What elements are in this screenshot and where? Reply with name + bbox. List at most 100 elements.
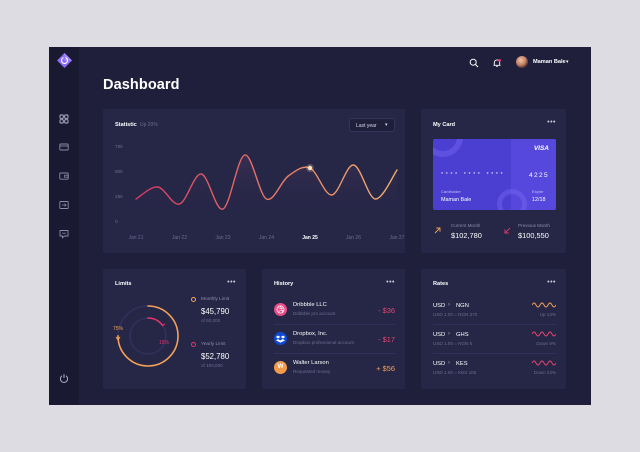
rate-from: USD [433, 303, 446, 309]
period-select[interactable]: Last year ▾ [349, 118, 395, 132]
y-tick-label: 50k [115, 169, 123, 175]
rate-change: Down 9% [536, 341, 556, 346]
chevron-right-icon: › [448, 331, 450, 337]
divider [433, 353, 556, 354]
outer-percent-label: 75% [113, 326, 124, 332]
monthly-limit-of: of 50,000 [201, 318, 221, 323]
visa-logo: VISA [533, 145, 549, 152]
card-decoration [497, 189, 527, 210]
inner-percent-label: 15% [159, 340, 170, 346]
inner-ring-arrow [160, 322, 166, 327]
rate-sparkline [532, 360, 556, 366]
card-decoration [433, 139, 463, 157]
dropbox-icon [274, 332, 287, 345]
more-icon[interactable]: ••• [547, 119, 556, 126]
chart-area [136, 154, 397, 221]
y-tick-label: 75k [115, 144, 123, 150]
statistic-change: Up 20% [140, 122, 158, 128]
arrow-up-right-icon [434, 227, 441, 234]
chevron-down-icon[interactable]: ▾ [566, 59, 569, 65]
divider [274, 353, 395, 354]
history-item[interactable]: W Walter Larson Requested money + $56 [262, 356, 405, 383]
message-icon[interactable] [59, 229, 69, 239]
history-item[interactable]: Dropbox, Inc. Dropbox professional accou… [262, 327, 405, 354]
history-item-amount: - $17 [378, 335, 395, 344]
divider [433, 324, 556, 325]
history-item-desc: Dribbble pro account [293, 311, 336, 316]
y-tick-label: 0 [115, 219, 118, 225]
x-tick-label: Jan 27 [389, 235, 404, 241]
avatar[interactable] [516, 56, 528, 68]
transfer-icon[interactable] [59, 200, 69, 210]
history-title: History [274, 281, 294, 287]
arrow-down-left-icon [504, 227, 511, 234]
rate-change: Down 23% [533, 370, 556, 375]
rate-sparkline [532, 331, 556, 337]
yearly-dot [191, 342, 196, 347]
dashboard-icon[interactable] [59, 114, 69, 124]
user-name[interactable]: Maman Bale [533, 59, 566, 65]
x-tick-label: Jan 23 [215, 235, 230, 241]
divider [274, 324, 395, 325]
rate-row[interactable]: USD › KES USD 1.00 = KES 105 Down 23% [421, 358, 566, 385]
my-card-panel: My Card ••• VISA * * * * * * * * * * * *… [421, 109, 566, 253]
wallet-icon[interactable] [59, 171, 69, 181]
rate-from: USD [433, 361, 446, 367]
cardholder-name: Maman Bale [441, 197, 472, 203]
statistic-card: Statistic Up 20% Last year ▾ 75k 50k 25k 0 J… [103, 109, 405, 253]
expire-label: Expire [532, 189, 544, 194]
expire-value: 12/18 [532, 197, 546, 203]
sidebar [49, 47, 79, 405]
card-number-last: 4225 [529, 172, 550, 179]
notification-dot [498, 59, 501, 62]
history-item[interactable]: Dribbble LLC Dribbble pro account - $36 [262, 298, 405, 325]
chevron-down-icon: ▾ [385, 121, 388, 128]
more-icon[interactable]: ••• [386, 279, 395, 286]
page-title: Dashboard [103, 77, 180, 93]
search-icon[interactable] [469, 58, 479, 68]
history-item-amount: + $56 [376, 364, 395, 373]
outer-ring [117, 305, 179, 367]
current-month-label: Current Month [451, 223, 481, 228]
rate-row[interactable]: USD › GHS USD 1.00 = NGN 5 Down 9% [421, 329, 566, 356]
statistic-title: Statistic [115, 122, 137, 128]
card-icon[interactable] [59, 142, 69, 152]
previous-month-value: $100,550 [518, 231, 549, 240]
history-item-amount: - $36 [378, 306, 395, 315]
rate-row[interactable]: USD › NGN USD 1.00 = NGN 370 Up 13% [421, 300, 566, 327]
rate-sparkline [532, 302, 556, 308]
cardholder-label: Cardholder [441, 189, 461, 194]
monthly-limit-label: Monthly Limit [201, 297, 230, 302]
user-initial: W [277, 364, 284, 371]
history-item-name: Walter Larson [293, 360, 329, 366]
rate-to: KES [456, 361, 468, 367]
x-tick-label: Jan 24 [259, 235, 274, 241]
x-tick-label: Jan 25 [302, 235, 318, 241]
rate-detail: USD 1.00 = NGN 370 [433, 312, 478, 317]
rate-from: USD [433, 332, 446, 338]
rates-title: Rates [433, 281, 449, 287]
monthly-dot [191, 297, 196, 302]
chevron-right-icon: › [448, 360, 450, 366]
history-item-desc: Dropbox professional account [293, 340, 354, 345]
bell-icon[interactable] [492, 58, 502, 68]
history-item-name: Dropbox, Inc. [293, 331, 328, 337]
yearly-limit-value: $52,780 [201, 352, 230, 361]
more-icon[interactable]: ••• [547, 279, 556, 286]
x-tick-label: Jan 22 [172, 235, 187, 241]
history-card: History ••• Dribbble LLC Dribbble pro ac… [262, 269, 405, 389]
user-w-icon: W [274, 361, 287, 374]
x-tick-label: Jan 21 [128, 235, 143, 241]
period-select-value: Last year [356, 122, 377, 129]
credit-card[interactable]: VISA * * * * * * * * * * * * 4225 Cardho… [433, 139, 556, 210]
history-item-desc: Requested money [293, 369, 331, 374]
logo-icon[interactable] [57, 53, 72, 68]
statistic-chart: 75k 50k 25k 0 Jan 21 Jan 22 Jan 23 Jan 24 Jan 25… [115, 144, 405, 241]
current-month-value: $102,780 [451, 231, 482, 240]
power-icon[interactable] [59, 373, 69, 383]
more-icon[interactable]: ••• [227, 279, 236, 286]
monthly-limit-value: $45,790 [201, 307, 230, 316]
rate-to: NGN [456, 303, 469, 309]
inner-ring [129, 317, 167, 355]
rate-change: Up 13% [539, 312, 556, 317]
